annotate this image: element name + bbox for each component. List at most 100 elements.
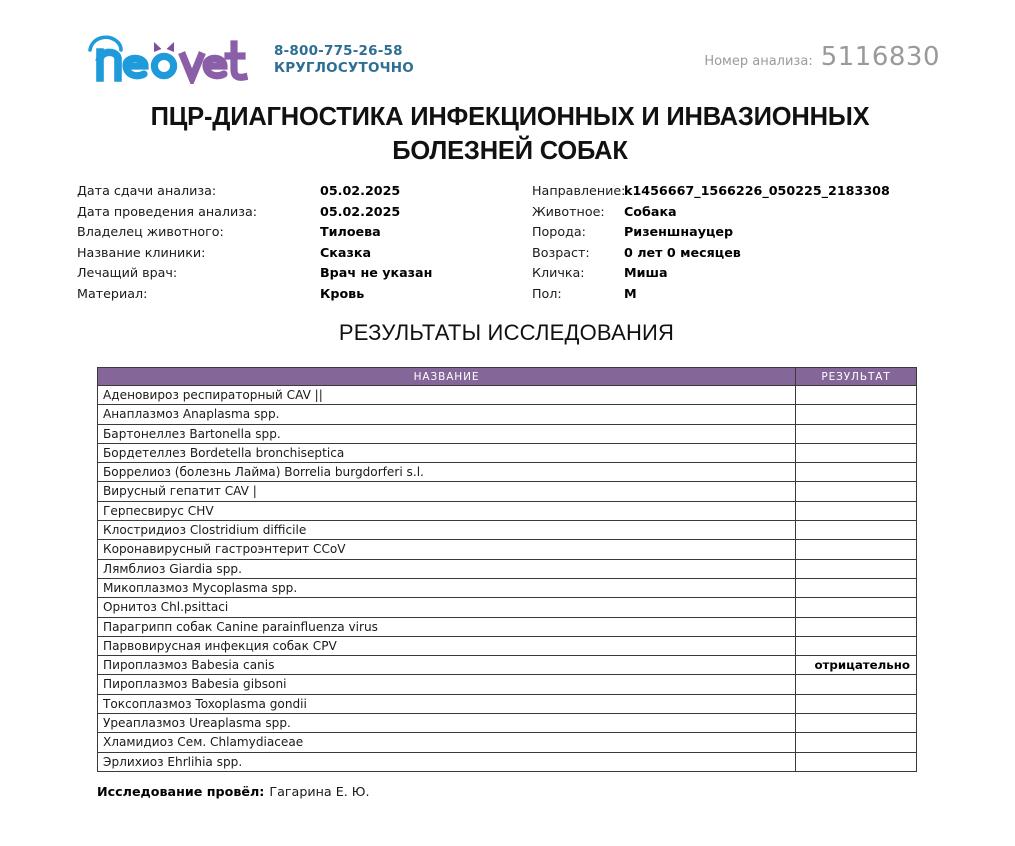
table-row: Микоплазмоз Mycoplasma spp. xyxy=(97,577,917,599)
test-name-cell: Бартонеллез Bartonella spp. xyxy=(97,423,796,444)
info-label: Кличка: xyxy=(532,265,585,280)
performed-by-label: Исследование провёл: xyxy=(97,784,265,799)
info-row: Кличка: Миша xyxy=(532,265,890,286)
performed-by: Исследование провёл: Гагарина Е. Ю. xyxy=(97,784,370,799)
info-row: Название клиники: Сказка xyxy=(77,245,432,266)
test-result-cell xyxy=(795,693,917,715)
info-label: Возраст: xyxy=(532,244,590,260)
test-name-cell: Аденовироз респираторный CAV || xyxy=(97,384,796,406)
analysis-number: Номер анализа: 5116830 xyxy=(704,42,940,72)
test-name-cell: Эрлихиоз Ehrlihia spp. xyxy=(97,751,796,772)
test-result-cell xyxy=(795,384,917,406)
patient-info: Дата сдачи анализа: 05.02.2025 Дата провед… xyxy=(0,183,1015,303)
table-row: Вирусный гепатит CAV | xyxy=(97,481,917,502)
table-row: Аденовироз респираторный CAV || xyxy=(97,384,917,406)
test-name-cell: Токсоплазмоз Toxoplasma gondii xyxy=(97,693,796,715)
info-label: Дата проведения анализа: xyxy=(77,203,258,219)
test-name-cell: Орнитоз Chl.psittaci xyxy=(97,597,796,618)
contact-phone[interactable]: 8-800-775-26-58 xyxy=(274,43,403,59)
neovet-logo xyxy=(88,32,248,84)
test-result-cell xyxy=(795,539,917,560)
test-name-cell: Уреаплазмоз Ureaplasma spp. xyxy=(97,713,796,734)
info-row: Дата проведения анализа: 05.02.2025 xyxy=(77,204,432,225)
page-title: ПЦР-ДИАГНОСТИКА ИНФЕКЦИОННЫХ И ИНВАЗИОНН… xyxy=(150,103,870,165)
table-row: Парвовирусная инфекция собак CPV xyxy=(97,635,917,657)
info-row: Владелец животного: Тилоева xyxy=(77,224,432,245)
info-value: Миша xyxy=(624,265,668,280)
test-name-cell: Вирусный гепатит CAV | xyxy=(97,481,796,502)
test-name-cell: Пироплазмоз Babesia gibsoni xyxy=(97,674,796,695)
info-value: Тилоева xyxy=(320,224,381,239)
table-row: Эрлихиоз Ehrlihia spp. xyxy=(97,751,917,772)
info-label: Порода: xyxy=(532,224,586,239)
info-value: 05.02.2025 xyxy=(320,203,401,219)
test-result-cell xyxy=(795,577,917,599)
column-header-result: РЕЗУЛЬТАТ xyxy=(795,367,917,386)
info-value: 0 лет 0 месяцев xyxy=(624,244,741,260)
info-label: Животное: xyxy=(532,203,605,219)
test-name-cell: Микоплазмоз Mycoplasma spp. xyxy=(97,577,796,599)
info-value: Кровь xyxy=(320,285,365,301)
test-result-cell: отрицательно xyxy=(795,655,917,676)
test-result-cell xyxy=(795,500,917,522)
test-result-cell xyxy=(795,732,917,753)
test-result-cell xyxy=(795,481,917,502)
table-row: Бордетеллез Bordetella bronchiseptica xyxy=(97,442,917,464)
info-value: М xyxy=(624,285,637,301)
table-row: Герпесвирус CHV xyxy=(97,500,917,522)
info-label: Название клиники: xyxy=(77,244,206,260)
info-row: Пол: М xyxy=(532,286,890,307)
info-value: Собака xyxy=(624,203,677,219)
table-row: Хламидиоз Сем. Chlamydiaceae xyxy=(97,732,917,753)
test-name-cell: Лямблиоз Giardia spp. xyxy=(97,558,796,579)
test-name-cell: Бордетеллез Bordetella bronchiseptica xyxy=(97,442,796,464)
test-result-cell xyxy=(795,462,917,483)
info-label: Направление: xyxy=(532,183,626,198)
info-value: 05.02.2025 xyxy=(320,183,401,198)
test-result-cell xyxy=(795,520,917,541)
test-result-cell xyxy=(795,423,917,444)
contact-block: 8-800-775-26-58 КРУГЛОСУТОЧНО xyxy=(274,43,414,78)
performed-by-value: Гагарина Е. Ю. xyxy=(269,784,370,799)
test-result-cell xyxy=(795,616,917,637)
test-name-cell: Хламидиоз Сем. Chlamydiaceae xyxy=(97,732,796,753)
info-label: Материал: xyxy=(77,285,148,301)
test-result-cell xyxy=(795,635,917,657)
table-row: Коронавирусный гастроэнтерит CCoV xyxy=(97,539,917,560)
analysis-number-label: Номер анализа: xyxy=(704,54,813,69)
info-label: Дата сдачи анализа: xyxy=(77,183,217,198)
table-row: Клостридиоз Clostridium difficile xyxy=(97,520,917,541)
patient-info-right-column: Направление: k1456667_1566226_050225_2183… xyxy=(532,183,890,306)
patient-info-left-column: Дата сдачи анализа: 05.02.2025 Дата провед… xyxy=(77,183,432,306)
table-row: Уреаплазмоз Ureaplasma spp. xyxy=(97,713,917,734)
test-name-cell: Герпесвирус CHV xyxy=(97,500,796,522)
test-result-cell xyxy=(795,597,917,618)
info-label: Владелец животного: xyxy=(77,224,224,239)
test-name-cell: Боррелиоз (болезнь Лайма) Borrelia burgd… xyxy=(97,462,796,483)
table-row: Парагрипп собак Canine parainfluenza vir… xyxy=(97,616,917,637)
results-heading: РЕЗУЛЬТАТЫ ИССЛЕДОВАНИЯ xyxy=(338,320,675,345)
test-name-cell: Парагрипп собак Canine parainfluenza vir… xyxy=(97,616,796,637)
info-row: Дата сдачи анализа: 05.02.2025 xyxy=(77,183,432,204)
info-label: Пол: xyxy=(532,285,562,301)
test-name-cell: Парвовирусная инфекция собак CPV xyxy=(97,635,796,657)
info-value: Сказка xyxy=(320,244,372,260)
table-row: Бартонеллез Bartonella spp. xyxy=(97,423,917,444)
table-row: Токсоплазмоз Toxoplasma gondii xyxy=(97,693,917,715)
test-result-cell xyxy=(795,674,917,695)
test-result-cell xyxy=(795,751,917,772)
table-row: Пироплазмоз Babesia gibsoni xyxy=(97,674,917,695)
results-table-container: НАЗВАНИЕ РЕЗУЛЬТАТ Аденовироз респиратор… xyxy=(97,367,917,772)
test-result-cell xyxy=(795,404,917,425)
test-result-cell xyxy=(795,558,917,579)
page-header: 8-800-775-26-58 КРУГЛОСУТОЧНО Номер анал… xyxy=(0,30,1015,92)
table-row: Анаплазмоз Anaplasma spp. xyxy=(97,404,917,425)
test-name-cell: Клостридиоз Clostridium difficile xyxy=(97,520,796,541)
info-row: Возраст: 0 лет 0 месяцев xyxy=(532,245,890,266)
info-value: Врач не указан xyxy=(320,265,433,280)
info-row: Животное: Собака xyxy=(532,204,890,225)
info-row: Материал: Кровь xyxy=(77,286,432,307)
info-value: Ризеншнауцер xyxy=(624,224,734,239)
test-name-cell: Коронавирусный гастроэнтерит CCoV xyxy=(97,539,796,560)
